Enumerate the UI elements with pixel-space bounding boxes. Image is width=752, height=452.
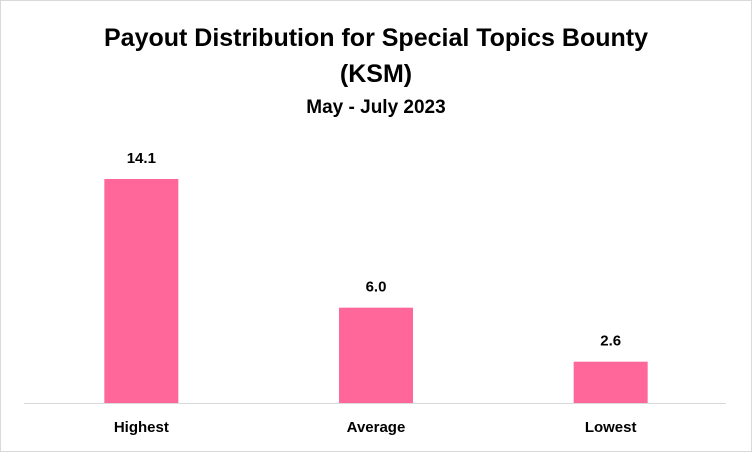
chart-subtitle: May - July 2023 [306,97,446,118]
bar [339,307,413,403]
data-label: 2.6 [600,333,621,350]
x-tick-label: Lowest [585,419,637,436]
chart-title: Payout Distribution for Special Topics B… [103,24,649,88]
bar [104,179,179,403]
x-tick-label: Highest [114,419,169,436]
bar [573,361,648,403]
data-label: 14.1 [127,150,156,167]
x-tick-label: Average [347,419,406,436]
data-label: 6.0 [366,279,387,296]
